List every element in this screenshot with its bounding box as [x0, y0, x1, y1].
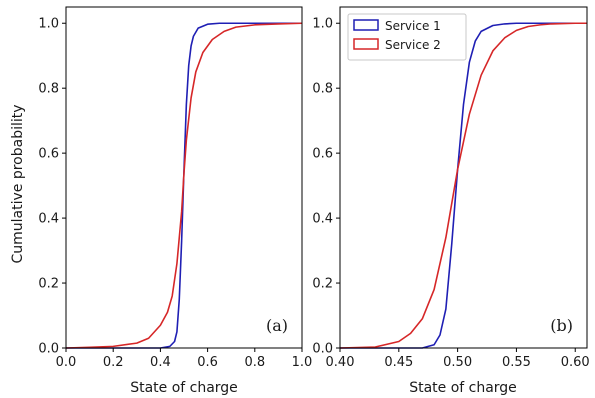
x-axis-label-b: State of charge — [409, 380, 517, 396]
y-tick-label-b: 0.2 — [312, 277, 333, 292]
x-tick-label-a: 0.2 — [103, 355, 124, 370]
x-tick-label-b: 0.55 — [502, 355, 531, 370]
y-tick-label-a: 1.0 — [38, 17, 59, 32]
y-tick-label-a: 0.2 — [38, 277, 59, 292]
legend-label-1: Service 1 — [385, 19, 441, 33]
x-tick-label-b: 0.40 — [326, 355, 355, 370]
series-line-b-1 — [340, 22, 587, 349]
y-tick-label-b: 0.4 — [312, 212, 333, 227]
x-tick-label-a: 0.0 — [56, 355, 77, 370]
y-tick-label-a: 0.4 — [38, 212, 59, 227]
y-tick-label-b: 0.6 — [312, 147, 333, 162]
x-tick-label-b: 0.60 — [561, 355, 590, 370]
x-axis-label-a: State of charge — [130, 380, 238, 396]
legend-swatch-2 — [353, 38, 379, 50]
panel-a: 0.0 0.2 0.4 0.6 0.8 1.0 0.0 0.2 0.4 0.6 0.8 1.0 (a) — [38, 6, 313, 370]
y-tick-label-a: 0.6 — [38, 147, 59, 162]
panel-b: 0.40 0.45 0.50 0.55 0.60 0.0 0.2 0.4 0.6 0.8 1.0 (b… — [312, 6, 590, 370]
x-tick-label-a: 0.8 — [244, 355, 265, 370]
legend-swatch-1 — [353, 19, 379, 31]
y-tick-label-b: 0.0 — [312, 342, 333, 357]
x-tick-label-b: 0.45 — [384, 355, 413, 370]
y-axis-label: Cumulative probability — [10, 104, 26, 263]
legend-label-2: Service 2 — [385, 38, 441, 52]
x-tick-label-b: 0.50 — [443, 355, 472, 370]
plot-frame-b — [339, 6, 588, 349]
series-line-a-1 — [66, 22, 302, 349]
y-tick-label-b: 0.8 — [312, 82, 333, 97]
series-line-b-2 — [339, 22, 587, 349]
y-tick-label-a: 0.0 — [38, 342, 59, 357]
x-tick-label-a: 0.4 — [150, 355, 171, 370]
x-tick-label-a: 0.6 — [197, 355, 218, 370]
x-tick-label-a: 1.0 — [292, 355, 313, 370]
legend: Service 1 Service 2 — [347, 13, 467, 61]
series-line-a-2 — [65, 22, 303, 349]
plot-frame-a — [65, 6, 303, 349]
panel-label-b: (b) — [550, 316, 573, 335]
panel-label-a: (a) — [266, 316, 288, 335]
y-tick-label-a: 0.8 — [38, 82, 59, 97]
y-tick-label-b: 1.0 — [312, 17, 333, 32]
